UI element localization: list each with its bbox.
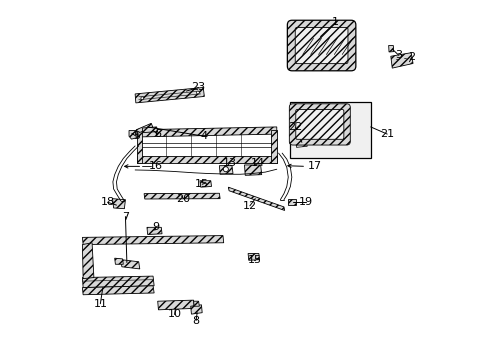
Text: 15: 15 <box>195 179 209 189</box>
Text: 21: 21 <box>379 129 393 139</box>
Polygon shape <box>247 253 259 260</box>
Text: 12: 12 <box>243 201 256 211</box>
Text: 5: 5 <box>132 131 140 141</box>
Circle shape <box>223 167 228 172</box>
Polygon shape <box>147 227 162 234</box>
Polygon shape <box>82 286 154 295</box>
Text: 6: 6 <box>154 129 161 139</box>
Text: 22: 22 <box>288 122 302 132</box>
Polygon shape <box>137 127 276 137</box>
FancyBboxPatch shape <box>295 109 343 139</box>
Text: 17: 17 <box>307 161 321 171</box>
Text: 14: 14 <box>250 158 264 168</box>
Text: 20: 20 <box>176 194 190 204</box>
Text: 9: 9 <box>152 222 159 232</box>
Polygon shape <box>82 243 94 279</box>
Text: 16: 16 <box>148 161 162 171</box>
Text: 15: 15 <box>247 255 261 265</box>
Text: 4: 4 <box>201 131 207 141</box>
Circle shape <box>196 91 199 94</box>
Polygon shape <box>390 53 412 68</box>
Polygon shape <box>142 127 158 133</box>
Bar <box>290 102 370 158</box>
FancyBboxPatch shape <box>287 20 355 71</box>
Polygon shape <box>115 258 123 264</box>
FancyBboxPatch shape <box>295 27 347 64</box>
Polygon shape <box>82 235 223 244</box>
Polygon shape <box>219 166 233 174</box>
Text: 19: 19 <box>299 197 313 207</box>
Text: 8: 8 <box>192 316 199 325</box>
Polygon shape <box>287 199 296 205</box>
Text: 10: 10 <box>167 310 181 319</box>
Polygon shape <box>244 165 261 175</box>
Polygon shape <box>200 181 211 187</box>
Polygon shape <box>158 300 194 310</box>
Polygon shape <box>136 123 152 134</box>
Polygon shape <box>271 130 276 163</box>
Polygon shape <box>193 301 199 306</box>
Text: 3: 3 <box>394 50 402 60</box>
Polygon shape <box>144 193 220 199</box>
Text: 23: 23 <box>191 82 205 93</box>
Circle shape <box>141 97 143 100</box>
Polygon shape <box>137 156 276 163</box>
Polygon shape <box>135 87 204 103</box>
Text: 11: 11 <box>93 299 107 309</box>
Polygon shape <box>121 260 140 269</box>
Polygon shape <box>388 45 393 52</box>
Text: 13: 13 <box>223 158 237 168</box>
Polygon shape <box>228 187 284 211</box>
Polygon shape <box>137 130 142 163</box>
FancyBboxPatch shape <box>289 104 349 145</box>
Text: 7: 7 <box>122 212 129 221</box>
Text: 2: 2 <box>407 52 415 62</box>
Polygon shape <box>82 276 154 288</box>
Polygon shape <box>293 140 297 143</box>
Polygon shape <box>129 131 137 139</box>
Polygon shape <box>112 199 125 209</box>
Polygon shape <box>295 141 306 147</box>
Text: 18: 18 <box>100 197 114 207</box>
Text: 1: 1 <box>331 17 338 27</box>
Polygon shape <box>190 305 202 314</box>
